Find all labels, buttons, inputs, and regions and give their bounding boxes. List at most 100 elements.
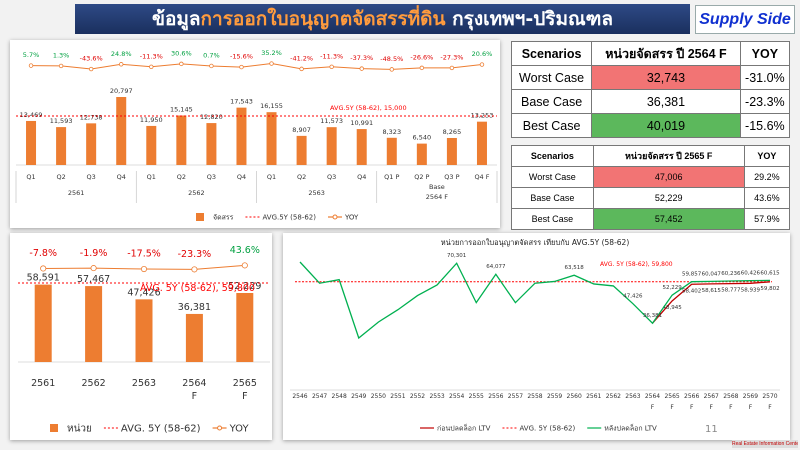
point-value-label: 70,301: [447, 253, 466, 259]
x-tick-label: 2561: [586, 393, 601, 400]
point-value-label: 58,402: [682, 288, 701, 294]
x-tick-label: Q1: [267, 173, 276, 181]
bar: [386, 137, 397, 165]
group-label: 2562: [188, 189, 205, 197]
point-value-label: 58,939: [741, 287, 761, 293]
yoy-point: [479, 62, 485, 67]
scenario-table: Scenarios หน่วยจัดสรร ปี 2565 F YOY Worst C…: [511, 145, 791, 230]
bar: [146, 125, 157, 165]
x-tick-label: 2549: [351, 393, 366, 400]
group-label: 2564 F: [426, 193, 449, 201]
yoy-value-label: -48.5%: [380, 55, 403, 63]
cell: 29.2%: [743, 166, 791, 188]
x-tick-label: 2566: [684, 393, 699, 400]
yoy-value-label: -23.3%: [178, 249, 212, 260]
title-part: กรุงเทพฯ-ปริมณฑล: [445, 8, 614, 30]
bar: [34, 284, 52, 362]
bar-value-label: 52,229: [228, 281, 261, 292]
point-value-label: 64,077: [486, 264, 506, 270]
x-tick-label: 2560: [567, 393, 582, 400]
legend-swatch: [332, 214, 338, 220]
yoy-point: [389, 67, 395, 72]
yoy-point: [40, 265, 47, 272]
x-tick-note: F: [670, 404, 674, 411]
x-tick-label: Q2: [177, 173, 186, 181]
x-tick-note: F: [749, 404, 753, 411]
scenario-table: Scenarios หน่วยจัดสรร ปี 2564 F YOY Worst C…: [510, 41, 791, 138]
yoy-point: [359, 66, 364, 71]
point-value-label: 60,615: [760, 270, 780, 276]
yoy-value-label: 35.2%: [261, 49, 282, 57]
bar: [476, 121, 487, 165]
bar-value-label: 13,469: [20, 111, 43, 119]
x-tick-label: 2562: [82, 378, 106, 389]
yoy-point: [241, 262, 248, 269]
x-tick-label: 2567: [704, 393, 719, 400]
bar: [116, 97, 127, 165]
x-tick-note: F: [242, 391, 247, 402]
yoy-value-label: -11.3%: [320, 52, 343, 60]
point-value-label: 59,857: [682, 272, 702, 278]
point-value-label: 60,426: [741, 271, 761, 277]
yoy-point: [239, 64, 244, 70]
x-tick-label: 2546: [292, 393, 307, 400]
bar: [135, 299, 153, 362]
x-tick-label: 2556: [488, 393, 503, 400]
series-line: [299, 261, 771, 340]
column-header: หน่วยจัดสรร ปี 2564 F: [591, 41, 741, 66]
group-label: 2561: [68, 189, 85, 197]
yoy-value-label: -7.8%: [29, 248, 57, 259]
bar: [206, 123, 217, 165]
point-value-label: 59,802: [760, 286, 779, 292]
x-tick-label: Q1 P: [384, 173, 399, 181]
yoy-point: [88, 66, 94, 72]
row: Worst Case 47,006 29.2%: [511, 166, 791, 188]
x-tick-note: F: [192, 391, 197, 402]
legend-swatch: [50, 424, 58, 432]
row: Best Case 57,452 57.9%: [511, 208, 791, 230]
cell: 57.9%: [743, 208, 791, 230]
x-tick-label: 2564: [645, 393, 660, 400]
yoy-point: [179, 61, 184, 67]
point-value-label: 47,426: [623, 294, 643, 300]
x-tick-label: 2568: [723, 393, 738, 400]
point-value-label: 48,945: [662, 305, 682, 311]
x-tick-label: Q2: [56, 173, 65, 181]
legend-label: หลังปลดล็อก LTV: [604, 423, 657, 432]
yoy-value-label: 43.6%: [230, 245, 260, 256]
title-part: การออกใบอนุญาตจัดสรรที่ดิน: [200, 8, 446, 30]
yoy-point: [149, 64, 154, 70]
yoy-point: [28, 63, 34, 68]
bar-value-label: 10,991: [350, 119, 373, 127]
x-tick-label: Q3: [207, 173, 216, 181]
x-tick-label: 2565: [664, 393, 679, 400]
column-header: Scenarios: [510, 41, 593, 66]
bar: [236, 293, 254, 362]
bar: [86, 123, 97, 165]
yoy-value-label: -15.6%: [230, 53, 253, 61]
bar-value-label: 20,797: [110, 87, 133, 95]
legend-label: AVG. 5Y (58-62): [519, 424, 575, 432]
x-tick-label: 2548: [332, 393, 347, 400]
cell: 40,019: [591, 113, 741, 138]
yoy-point: [140, 265, 148, 273]
yoy-value-label: 1.3%: [53, 51, 70, 59]
x-tick-note: F: [651, 404, 655, 411]
bar: [296, 135, 307, 165]
yoy-point: [299, 66, 304, 72]
x-tick-label: 2558: [527, 393, 542, 400]
yoy-point: [419, 65, 425, 71]
x-tick-label: 2562: [606, 393, 621, 400]
yoy-value-label: -41.2%: [290, 54, 313, 62]
yoy-point: [329, 64, 334, 70]
yoy-value-label: -26.6%: [410, 53, 433, 61]
x-tick-label: Q3: [327, 173, 336, 181]
yoy-value-label: -11.3%: [140, 52, 163, 60]
x-tick-note: F: [710, 404, 714, 411]
yoy-value-label: -37.3%: [350, 54, 373, 62]
bar-value-label: 8,323: [382, 128, 401, 136]
bar-value-label: 8,265: [443, 128, 462, 136]
x-tick-label: Q2: [297, 173, 306, 181]
yoy-point: [90, 265, 97, 272]
